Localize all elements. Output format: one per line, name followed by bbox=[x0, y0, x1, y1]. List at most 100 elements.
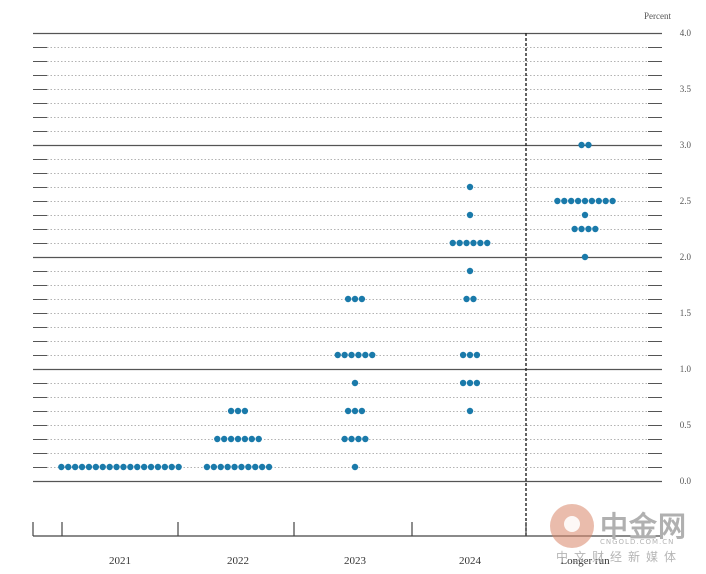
data-point bbox=[595, 197, 602, 205]
y-tick-label: 3.0 bbox=[680, 140, 692, 150]
data-point bbox=[127, 463, 134, 471]
data-point bbox=[602, 197, 609, 205]
data-point bbox=[369, 351, 376, 359]
data-point bbox=[147, 463, 155, 471]
data-point bbox=[168, 463, 175, 471]
data-point bbox=[459, 351, 467, 359]
data-point bbox=[248, 435, 255, 443]
data-point bbox=[470, 239, 477, 247]
data-point bbox=[571, 225, 578, 233]
data-point bbox=[351, 295, 359, 303]
data-point bbox=[581, 253, 589, 261]
watermark-logo: 中金网 CNGOLD.COM.CN 中文财经新媒体 bbox=[546, 500, 706, 574]
data-point bbox=[210, 463, 218, 471]
data-point bbox=[238, 463, 245, 471]
data-point bbox=[351, 407, 359, 415]
data-point bbox=[351, 463, 359, 471]
data-point bbox=[120, 463, 127, 471]
data-point bbox=[449, 239, 456, 247]
data-point bbox=[344, 295, 352, 303]
data-point bbox=[466, 267, 474, 275]
data-point bbox=[358, 295, 366, 303]
data-point bbox=[568, 197, 575, 205]
data-point bbox=[245, 463, 252, 471]
data-point bbox=[265, 463, 273, 471]
data-point bbox=[92, 463, 100, 471]
data-point bbox=[466, 211, 474, 219]
data-point bbox=[578, 225, 585, 233]
y-tick-label: 3.5 bbox=[680, 84, 692, 94]
data-point bbox=[355, 351, 362, 359]
data-point bbox=[234, 435, 242, 443]
data-point bbox=[466, 183, 474, 191]
y-tick-label: 2.0 bbox=[680, 252, 692, 262]
data-point bbox=[574, 197, 582, 205]
y-tick-label: 4.0 bbox=[680, 28, 692, 38]
data-point bbox=[341, 351, 348, 359]
watermark-tagline: 中文财经新媒体 bbox=[556, 550, 683, 564]
data-point bbox=[106, 463, 113, 471]
data-point bbox=[561, 197, 568, 205]
data-point bbox=[85, 463, 93, 471]
data-point bbox=[473, 379, 481, 387]
x-tick-label: 2022 bbox=[227, 555, 249, 567]
data-point bbox=[581, 197, 589, 205]
dot-series bbox=[58, 141, 616, 471]
data-point bbox=[78, 463, 86, 471]
data-point bbox=[341, 435, 348, 443]
data-point bbox=[459, 379, 467, 387]
data-point bbox=[351, 379, 359, 387]
x-tick-label: Longer run bbox=[560, 555, 610, 567]
data-point bbox=[477, 239, 484, 247]
data-point bbox=[588, 197, 596, 205]
data-point bbox=[58, 463, 65, 471]
y-axis-ticks: 0.0 0.5 1.0 1.5 2.0 2.5 3.0 3.5 4.0 bbox=[680, 28, 692, 486]
data-point bbox=[161, 463, 169, 471]
data-point bbox=[255, 435, 262, 443]
x-axis-labels: 2021 2022 2023 2024 Longer run bbox=[109, 555, 610, 567]
data-point bbox=[203, 463, 211, 471]
data-point bbox=[466, 379, 474, 387]
y-tick-label: 2.5 bbox=[680, 196, 692, 206]
gridlines bbox=[33, 32, 662, 483]
data-point bbox=[348, 435, 355, 443]
x-axis bbox=[32, 33, 663, 537]
data-point bbox=[71, 463, 79, 471]
data-point bbox=[581, 211, 589, 219]
data-point bbox=[175, 463, 182, 471]
data-point bbox=[241, 435, 249, 443]
data-point bbox=[585, 141, 592, 149]
data-point bbox=[134, 463, 141, 471]
data-point bbox=[358, 407, 366, 415]
y-tick-label: 1.0 bbox=[680, 364, 692, 374]
watermark-subtitle: CNGOLD.COM.CN bbox=[600, 538, 675, 546]
data-point bbox=[609, 197, 616, 205]
data-point bbox=[585, 225, 592, 233]
data-point bbox=[348, 351, 355, 359]
data-point bbox=[113, 463, 120, 471]
data-point bbox=[224, 463, 231, 471]
data-point bbox=[592, 225, 599, 233]
data-point bbox=[470, 295, 477, 303]
coin-logo-icon bbox=[550, 504, 594, 548]
y-tick-label: 1.5 bbox=[680, 308, 692, 318]
data-point bbox=[258, 463, 266, 471]
watermark-title: 中金网 bbox=[600, 510, 688, 543]
data-point bbox=[227, 407, 235, 415]
data-point bbox=[554, 197, 561, 205]
data-point bbox=[231, 463, 238, 471]
data-point bbox=[473, 351, 481, 359]
x-tick-label: 2021 bbox=[109, 555, 131, 567]
x-tick-label: 2024 bbox=[459, 555, 482, 567]
x-tick-label: 2023 bbox=[344, 555, 367, 567]
data-point bbox=[227, 435, 235, 443]
data-point bbox=[221, 435, 228, 443]
data-point bbox=[334, 351, 341, 359]
data-point bbox=[578, 141, 585, 149]
data-point bbox=[463, 295, 470, 303]
data-point bbox=[217, 463, 224, 471]
data-point bbox=[154, 463, 162, 471]
data-point bbox=[140, 463, 148, 471]
data-point bbox=[344, 407, 352, 415]
